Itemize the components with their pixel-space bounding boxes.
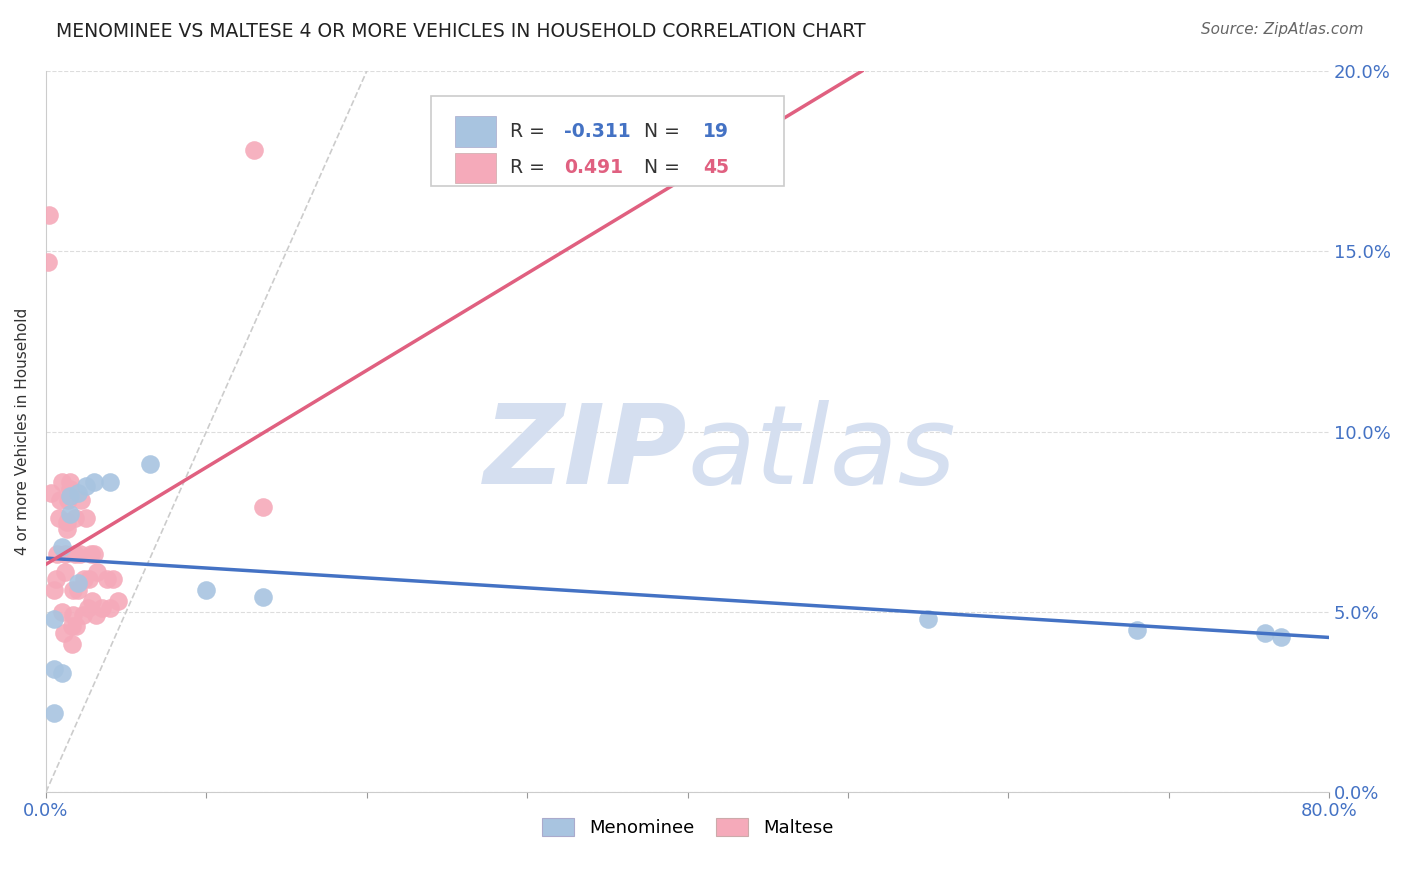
Text: atlas: atlas [688,400,956,507]
Point [195,583,218,598]
Point [53,565,76,579]
Point [46,547,69,561]
Point [42,583,65,598]
Point [70,493,93,508]
Point [45,572,67,586]
Point [917,612,939,626]
Point [62,608,84,623]
Text: R =: R = [510,159,551,178]
Point [243,144,266,158]
Point [103,572,125,586]
Point [65,619,87,633]
Point [59,489,82,503]
Text: 0.491: 0.491 [564,159,623,178]
Point [67,485,90,500]
Point [83,547,105,561]
Text: R =: R = [510,122,551,141]
Point [59,508,82,522]
Point [49,493,72,508]
Point [42,612,65,626]
Point [59,482,82,496]
Text: N =: N = [633,159,686,178]
Point [56,515,79,529]
Point [42,706,65,720]
Point [98,601,121,615]
Point [82,594,104,608]
Point [77,572,100,586]
Point [62,583,84,598]
Text: -0.311: -0.311 [564,122,631,141]
Point [51,540,73,554]
Point [252,500,274,515]
Point [84,608,107,623]
FancyBboxPatch shape [456,116,496,146]
Point [67,583,90,598]
Legend: Menominee, Maltese: Menominee, Maltese [534,811,841,844]
Text: 45: 45 [703,159,728,178]
Point [59,475,82,489]
Text: Source: ZipAtlas.com: Source: ZipAtlas.com [1201,22,1364,37]
Point [51,475,73,489]
Point [56,522,79,536]
Y-axis label: 4 or more Vehicles in Household: 4 or more Vehicles in Household [15,308,30,555]
Point [98,475,121,489]
Text: MENOMINEE VS MALTESE 4 OR MORE VEHICLES IN HOUSEHOLD CORRELATION CHART: MENOMINEE VS MALTESE 4 OR MORE VEHICLES … [56,22,866,41]
Point [75,478,97,492]
FancyBboxPatch shape [430,96,783,186]
Point [38,208,60,222]
Point [37,255,59,269]
Point [60,619,83,633]
Point [42,662,65,676]
Point [51,666,73,681]
Point [73,572,96,586]
Point [48,511,70,525]
Point [75,511,97,525]
Text: N =: N = [633,122,686,141]
Point [96,572,118,586]
Point [139,457,162,471]
Point [252,591,274,605]
Point [63,547,86,561]
Point [91,601,114,615]
Point [1125,623,1147,637]
Point [80,547,103,561]
Point [58,493,80,508]
Point [67,575,90,590]
Point [72,608,94,623]
Point [86,565,108,579]
Point [60,637,83,651]
Point [76,601,98,615]
Point [63,511,86,525]
Point [83,475,105,489]
Point [53,547,76,561]
Point [52,626,75,640]
Point [107,594,129,608]
Point [51,605,73,619]
Point [1254,626,1277,640]
Point [39,485,62,500]
Point [1270,630,1292,644]
Text: ZIP: ZIP [484,400,688,507]
Point [69,547,91,561]
Text: 19: 19 [703,122,728,141]
FancyBboxPatch shape [456,153,496,183]
